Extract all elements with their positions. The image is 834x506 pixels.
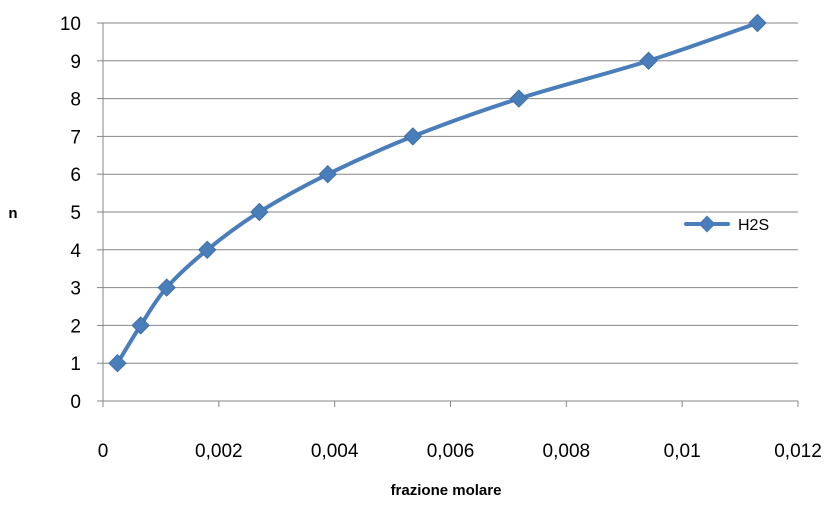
y-tick-label: 4 <box>70 241 81 262</box>
y-tick-label: 8 <box>70 90 81 111</box>
x-tick-label: 0,006 <box>427 441 475 462</box>
x-tick-label: 0 <box>98 441 109 462</box>
legend-label: H2S <box>738 217 769 234</box>
x-tick-labels: 0 0,002 0,004 0,006 0,008 0,01 0,012 <box>98 441 822 462</box>
x-tick-label: 0,012 <box>774 441 822 462</box>
series-h2s <box>108 13 767 373</box>
y-tick-label: 2 <box>70 316 81 337</box>
gridlines <box>103 22 798 364</box>
axes <box>97 22 799 407</box>
x-tick-label: 0,002 <box>195 441 243 462</box>
y-tick-label: 7 <box>70 127 81 148</box>
legend-marker <box>698 215 716 233</box>
data-point <box>250 202 269 222</box>
y-tick-labels: 0 1 2 3 4 5 6 7 8 9 10 <box>60 14 82 413</box>
x-axis-title: frazione molare <box>391 482 502 499</box>
data-point <box>318 165 337 184</box>
y-tick-label: 9 <box>70 52 81 73</box>
data-point <box>157 278 176 297</box>
y-tick-label: 1 <box>70 354 81 375</box>
y-tick-label: 3 <box>70 279 81 300</box>
y-tick-label: 0 <box>70 392 81 413</box>
data-point <box>403 127 423 146</box>
data-point <box>198 240 217 259</box>
y-tick-label: 6 <box>70 165 81 186</box>
data-point <box>131 316 150 335</box>
y-tick-label: 10 <box>60 14 81 35</box>
x-tick-label: 0,008 <box>543 441 591 462</box>
y-tick-label: 5 <box>70 203 81 224</box>
x-tick-label: 0,004 <box>311 441 359 462</box>
y-axis-title: n <box>8 205 17 222</box>
data-point <box>639 51 658 70</box>
legend: H2S <box>684 215 769 234</box>
data-point <box>509 89 529 108</box>
data-point <box>748 13 767 33</box>
data-point <box>108 354 127 373</box>
x-tick-label: 0,01 <box>664 441 701 462</box>
series-line <box>115 21 759 365</box>
